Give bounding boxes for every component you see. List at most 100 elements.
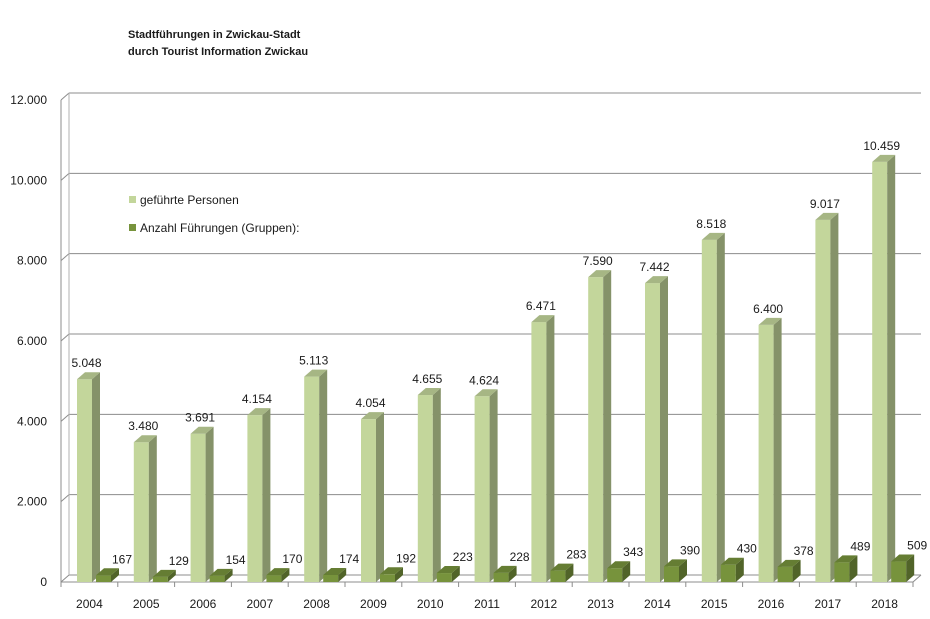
data-label-fuehrungen: 390 [680, 543, 700, 557]
bar-top [777, 559, 801, 567]
bar-front [550, 570, 566, 582]
bar-front [815, 219, 831, 582]
bar-front [152, 576, 168, 582]
data-label-personen: 8.518 [696, 217, 726, 231]
gridline-depth [60, 333, 70, 342]
x-tick-label: 2016 [758, 597, 785, 611]
bar-top [531, 315, 555, 323]
bar-fuehrungen [436, 566, 460, 582]
bar-personen [815, 212, 839, 582]
bar-fuehrungen [550, 563, 574, 582]
bar-fuehrungen [664, 559, 687, 582]
bar-personen [247, 408, 271, 582]
x-tick-label: 2018 [871, 597, 898, 611]
y-tick-label: 2.000 [17, 495, 47, 509]
gridline-depth [60, 253, 70, 262]
x-tick-label: 2012 [530, 597, 557, 611]
bar-side [849, 555, 858, 582]
bar-fuehrungen [607, 561, 631, 582]
bar-front [96, 575, 111, 582]
x-tick-label: 2017 [814, 597, 841, 611]
bar-front [304, 376, 320, 582]
y-tick-label: 12.000 [10, 93, 47, 107]
data-label-personen: 4.655 [412, 372, 442, 386]
bar-front [872, 161, 888, 582]
bar-top [701, 232, 725, 240]
data-label-personen: 4.054 [355, 396, 385, 410]
legend-swatch-fuehrungen [129, 224, 136, 231]
data-label-fuehrungen: 489 [850, 539, 870, 553]
bar-side [660, 276, 668, 582]
data-label-personen: 3.480 [128, 419, 158, 433]
bar-side [205, 426, 214, 582]
bar-fuehrungen [380, 567, 403, 582]
chart-title: Stadtführungen in Zwickau-Stadt durch To… [128, 27, 308, 61]
bar-fuehrungen [266, 568, 290, 582]
bar-fuehrungen [209, 568, 233, 582]
bar-top [872, 154, 896, 162]
gridline-depth [60, 413, 70, 422]
x-tick-label: 2011 [474, 597, 500, 611]
bar-side [622, 561, 631, 582]
bar-front [209, 575, 225, 582]
bar-front [380, 574, 395, 582]
bar-top [588, 270, 612, 278]
bar-personen [531, 315, 555, 582]
data-label-fuehrungen: 378 [794, 544, 814, 558]
bar-front [190, 433, 206, 582]
x-tick-label: 2010 [417, 597, 444, 611]
bar-front [645, 283, 660, 582]
bar-top [247, 408, 271, 416]
data-label-personen: 9.017 [810, 197, 840, 211]
x-tick-label: 2004 [76, 597, 103, 611]
data-label-fuehrungen: 430 [737, 542, 757, 556]
bar-side [148, 435, 157, 582]
x-tick-label: 2005 [133, 597, 160, 611]
bar-top [607, 561, 631, 569]
bar-fuehrungen [323, 568, 347, 582]
bar-front [664, 566, 679, 582]
x-tick-label: 2015 [701, 597, 728, 611]
bar-front [266, 575, 282, 582]
bar-side [167, 569, 176, 582]
legend: geführte Personen Anzahl Führungen (Grupp… [129, 193, 299, 235]
bar-front [777, 566, 793, 582]
chart-title-line-1: Stadtführungen in Zwickau-Stadt [128, 29, 301, 41]
data-label-personen: 4.154 [242, 392, 272, 406]
gridline-depth [60, 172, 70, 181]
data-label-personen: 4.624 [469, 373, 499, 387]
bar-personen [304, 369, 328, 582]
data-label-personen: 6.471 [526, 299, 556, 313]
x-tick-label: 2009 [360, 597, 387, 611]
bar-fuehrungen [96, 568, 119, 582]
bar-top [361, 412, 384, 420]
bar-front [531, 322, 547, 582]
data-label-fuehrungen: 343 [623, 545, 643, 559]
bar-front [247, 415, 263, 582]
legend-swatch-personen [129, 196, 136, 203]
bar-fuehrungen [152, 569, 176, 582]
bar-fuehrungen [777, 559, 801, 582]
bar-front [436, 573, 452, 582]
x-tick-label: 2014 [644, 597, 671, 611]
bar-layer [77, 154, 915, 582]
x-tick-label: 2006 [190, 597, 217, 611]
bar-personen [190, 426, 214, 582]
y-tick-label: 8.000 [17, 254, 47, 268]
bar-side [111, 568, 119, 582]
bar-front [474, 396, 490, 582]
bar-side [395, 567, 403, 582]
data-label-personen: 5.048 [71, 356, 101, 370]
bar-side [281, 568, 290, 582]
bar-top [266, 568, 290, 576]
bar-side [679, 559, 687, 582]
bar-fuehrungen [493, 565, 517, 582]
bar-top [664, 559, 687, 567]
data-label-fuehrungen: 283 [566, 548, 586, 562]
gridline-depth [60, 494, 70, 503]
bar-top [209, 568, 233, 576]
bar-top [474, 389, 498, 397]
data-label-fuehrungen: 223 [453, 550, 473, 564]
data-label-personen: 5.113 [299, 354, 328, 368]
